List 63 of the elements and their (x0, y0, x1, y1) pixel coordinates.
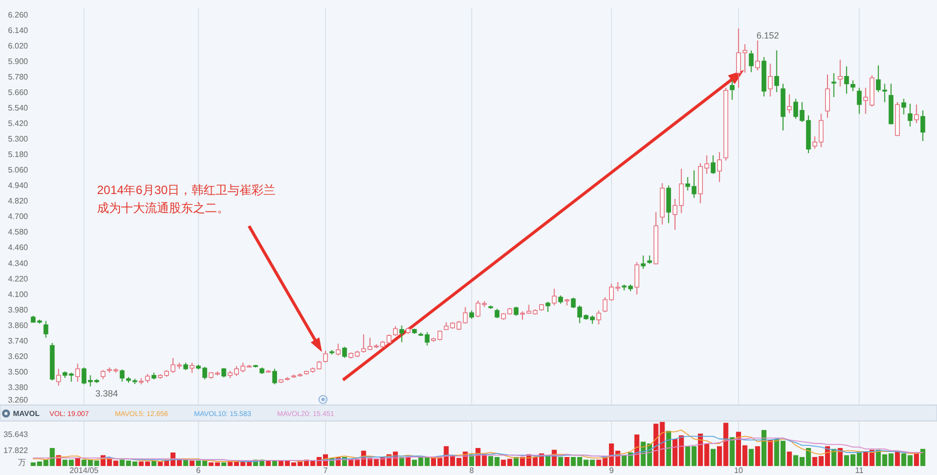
x-tick-label: 9 (609, 466, 614, 475)
y-tick-label: 17.822 (4, 446, 29, 455)
y-tick-label: 6.140 (8, 26, 29, 35)
annotation: 2014年6月30日，韩红卫与崔彩兰成为十大流通股东之二。 (97, 183, 276, 215)
y-tick-label: 4.100 (8, 290, 29, 299)
y-tick-label: 5.060 (8, 166, 29, 175)
y-tick-label: 4.460 (8, 243, 29, 252)
bar (564, 457, 570, 466)
bar (761, 430, 766, 466)
bar (272, 460, 278, 466)
y-tick-label: 5.540 (8, 104, 29, 113)
bar (730, 437, 735, 466)
x-tick-label: 11 (855, 466, 864, 475)
bar (634, 434, 640, 466)
bar (558, 457, 564, 466)
y-tick-label: 5.300 (8, 134, 29, 144)
y-tick-label: 5.780 (8, 72, 29, 82)
bar (786, 452, 792, 466)
x-tick-label: 7 (323, 466, 328, 475)
bar (768, 440, 773, 466)
bar (514, 457, 519, 466)
y-tick-label: 3.620 (8, 352, 29, 361)
y-tick-label: 3.740 (8, 336, 29, 346)
bar (894, 452, 900, 466)
y-axis-title: 万 (18, 458, 26, 467)
y-tick-label: 4.940 (8, 181, 29, 190)
x-tick-label: 8 (469, 466, 474, 475)
y-tick-label: 5.900 (8, 57, 29, 66)
y-tick-label: 5.180 (8, 150, 29, 160)
bar (710, 448, 716, 466)
y-tick-label: 5.660 (8, 88, 29, 98)
x-tick-label: 2014/05 (70, 466, 100, 475)
bar (75, 458, 80, 466)
annotation: 6.152 (756, 30, 780, 40)
y-tick-label: 4.820 (8, 196, 29, 206)
bar (914, 453, 919, 466)
bar (666, 430, 672, 466)
bar (406, 457, 411, 466)
y-tick-label: 3.980 (8, 305, 29, 314)
y-tick-label: 4.700 (8, 212, 29, 222)
y-tick-label: 3.860 (8, 320, 29, 330)
y-tick-label: 3.380 (8, 382, 29, 392)
bar (920, 448, 926, 466)
y-tick-label: 35.643 (4, 430, 29, 439)
bar (838, 448, 843, 466)
bar (266, 460, 271, 466)
bar (755, 446, 760, 466)
y-tick-label: 4.340 (8, 258, 29, 268)
bar (190, 460, 195, 466)
y-tick-label: 4.220 (8, 274, 29, 284)
bar (183, 460, 188, 466)
annotation: 3.384 (95, 388, 118, 398)
x-tick-label: 6 (196, 466, 202, 475)
bar (748, 448, 754, 466)
y-tick-label: 3.260 (8, 396, 29, 404)
y-tick-label: 3.500 (8, 367, 29, 376)
line-series (32, 438, 924, 462)
y-tick-label: 6.260 (8, 10, 29, 20)
y-tick-label: 5.420 (8, 119, 29, 128)
x-tick-label: 10 (734, 466, 744, 475)
bar (221, 462, 226, 466)
y-tick-label: 4.580 (8, 228, 29, 237)
y-tick-label: 6.020 (8, 42, 29, 50)
